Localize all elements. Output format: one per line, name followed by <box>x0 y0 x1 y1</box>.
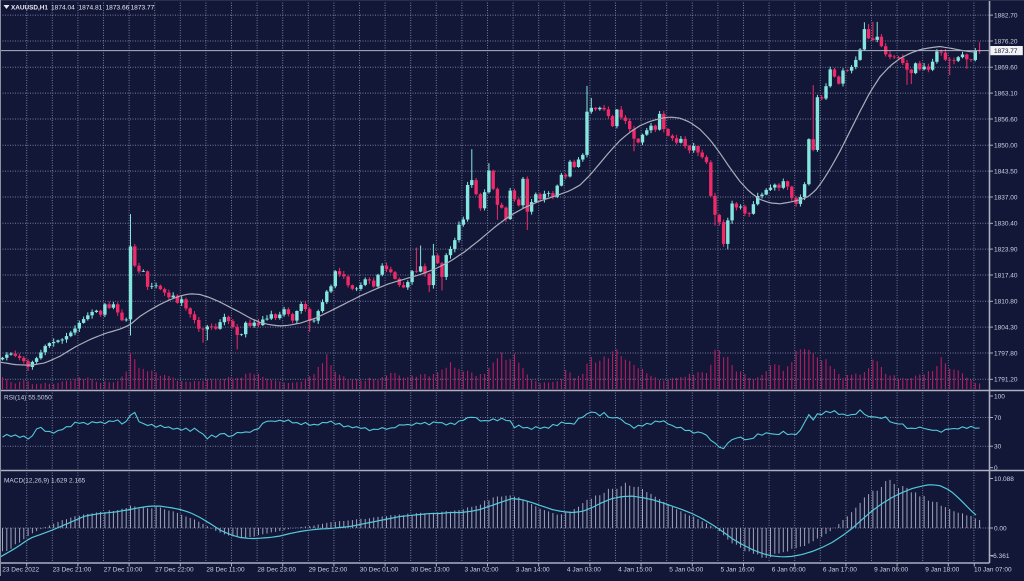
svg-text:1797.80: 1797.80 <box>994 350 1018 357</box>
svg-text:1876.20: 1876.20 <box>994 38 1018 45</box>
svg-text:1817.40: 1817.40 <box>994 272 1018 279</box>
svg-text:9 Jan 06:00: 9 Jan 06:00 <box>874 567 908 574</box>
svg-text:XAUUSD,H1: XAUUSD,H1 <box>11 4 48 11</box>
svg-text:27 Dec 22:00: 27 Dec 22:00 <box>155 567 194 574</box>
svg-text:28 Dec 23:00: 28 Dec 23:00 <box>257 567 296 574</box>
svg-text:9 Jan 18:00: 9 Jan 18:00 <box>925 567 959 574</box>
svg-text:1837.00: 1837.00 <box>994 194 1018 201</box>
svg-text:30 Dec 13:00: 30 Dec 13:00 <box>411 567 450 574</box>
svg-text:70: 70 <box>994 415 1002 422</box>
svg-text:28 Dec 11:00: 28 Dec 11:00 <box>206 567 245 574</box>
svg-text:1882.70: 1882.70 <box>994 12 1018 19</box>
svg-text:1873.77: 1873.77 <box>131 4 155 11</box>
svg-text:30 Dec 01:00: 30 Dec 01:00 <box>360 567 399 574</box>
svg-text:10.088: 10.088 <box>994 476 1014 483</box>
svg-text:1863.10: 1863.10 <box>994 90 1018 97</box>
svg-text:5 Jan 04:00: 5 Jan 04:00 <box>669 567 703 574</box>
svg-text:30: 30 <box>994 444 1002 451</box>
svg-text:-6.361: -6.361 <box>991 553 1010 560</box>
svg-text:1791.20: 1791.20 <box>994 377 1018 384</box>
svg-text:23 Dec 21:00: 23 Dec 21:00 <box>53 567 92 574</box>
svg-text:23 Dec 2022: 23 Dec 2022 <box>2 567 39 574</box>
svg-text:1804.30: 1804.30 <box>994 324 1018 331</box>
svg-text:10 Jan 07:00: 10 Jan 07:00 <box>974 567 1012 574</box>
svg-text:0: 0 <box>994 465 998 472</box>
svg-text:3 Jan 02:00: 3 Jan 02:00 <box>465 567 499 574</box>
svg-text:27 Dec 10:00: 27 Dec 10:00 <box>104 567 143 574</box>
svg-text:1843.50: 1843.50 <box>994 168 1018 175</box>
svg-text:5 Jan 16:00: 5 Jan 16:00 <box>721 567 755 574</box>
svg-text:1869.60: 1869.60 <box>994 65 1018 72</box>
svg-text:3 Jan 14:00: 3 Jan 14:00 <box>516 567 550 574</box>
svg-text:1810.80: 1810.80 <box>994 299 1018 306</box>
svg-text:1823.90: 1823.90 <box>994 246 1018 253</box>
svg-text:1874.81: 1874.81 <box>79 4 103 11</box>
svg-text:1830.40: 1830.40 <box>994 221 1018 228</box>
svg-text:1874.04: 1874.04 <box>51 4 75 11</box>
svg-text:RSI(14) 55.5050: RSI(14) 55.5050 <box>4 395 52 402</box>
svg-text:29 Dec 12:00: 29 Dec 12:00 <box>309 567 348 574</box>
svg-text:MACD(12,26,9) 1.629 2.165: MACD(12,26,9) 1.629 2.165 <box>4 478 86 485</box>
svg-text:1873.66: 1873.66 <box>106 4 130 11</box>
svg-text:4 Jan 03:00: 4 Jan 03:00 <box>567 567 601 574</box>
svg-text:6 Jan 05:00: 6 Jan 05:00 <box>772 567 806 574</box>
svg-text:0.00: 0.00 <box>994 525 1007 532</box>
svg-text:1873.77: 1873.77 <box>994 48 1018 55</box>
svg-text:4 Jan 15:00: 4 Jan 15:00 <box>618 567 652 574</box>
svg-text:1850.00: 1850.00 <box>994 143 1018 150</box>
svg-text:100: 100 <box>994 393 1005 400</box>
svg-text:1856.60: 1856.60 <box>994 116 1018 123</box>
svg-text:6 Jan 17:00: 6 Jan 17:00 <box>823 567 857 574</box>
